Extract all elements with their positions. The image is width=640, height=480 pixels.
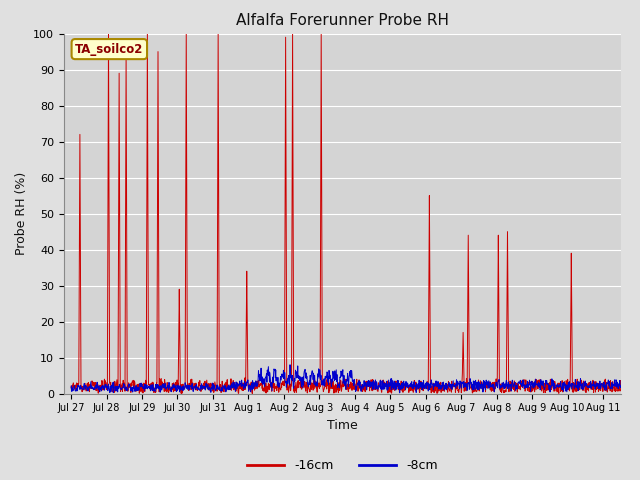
Text: TA_soilco2: TA_soilco2: [75, 43, 143, 56]
Y-axis label: Probe RH (%): Probe RH (%): [15, 172, 28, 255]
Title: Alfalfa Forerunner Probe RH: Alfalfa Forerunner Probe RH: [236, 13, 449, 28]
X-axis label: Time: Time: [327, 419, 358, 432]
Legend: -16cm, -8cm: -16cm, -8cm: [242, 455, 443, 477]
